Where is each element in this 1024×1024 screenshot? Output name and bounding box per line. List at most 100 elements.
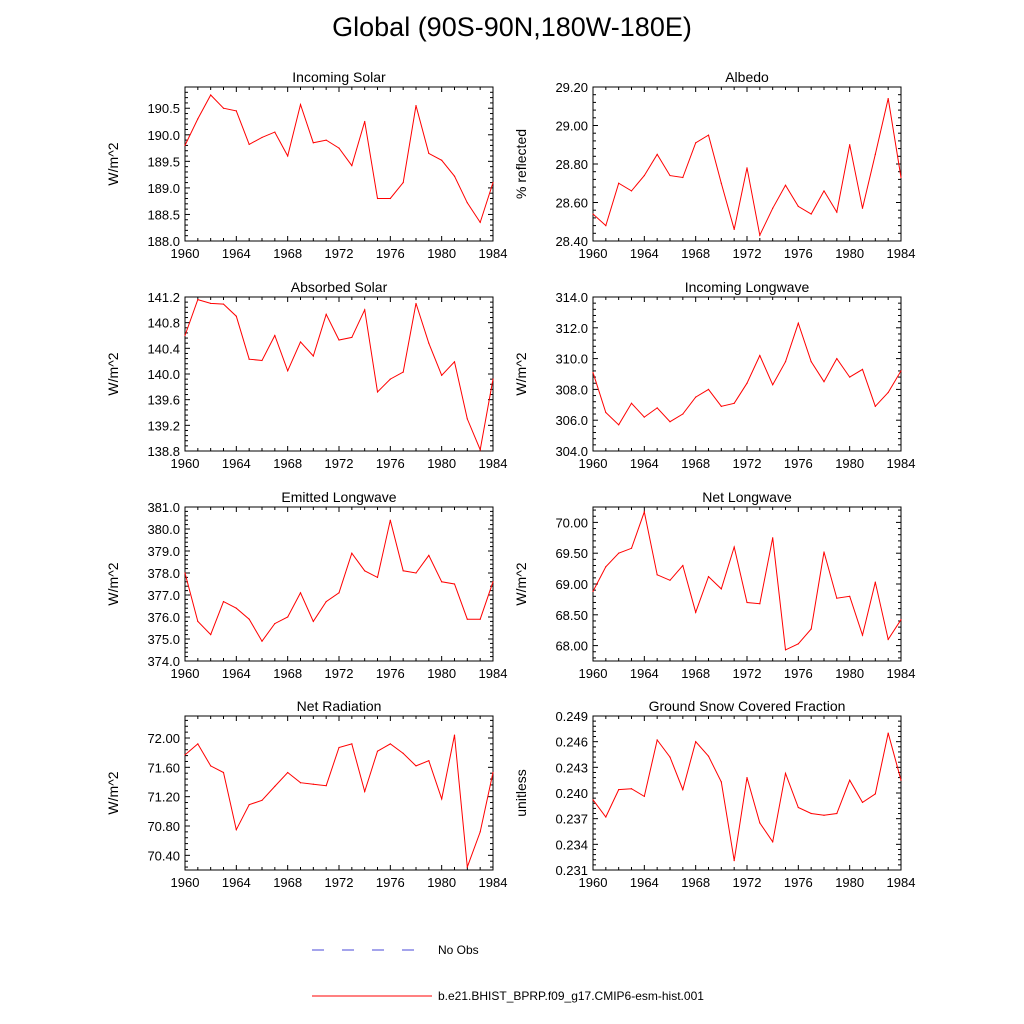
y-tick-label: 378.0 (147, 566, 180, 581)
data-point (197, 743, 199, 745)
series-line-1 (592, 98, 902, 237)
x-tick-label: 1980 (835, 875, 864, 890)
y-tick-label: 188.5 (147, 207, 180, 222)
y-tick-label: 140.0 (147, 367, 180, 382)
y-tick-label: 381.0 (147, 500, 180, 515)
y-tick-label: 189.0 (147, 181, 180, 196)
data-point (861, 368, 864, 370)
x-tick-label: 1968 (273, 246, 302, 261)
x-tick-label: 1964 (222, 246, 251, 261)
y-tick-label: 0.243 (555, 760, 588, 775)
x-tick-label: 1984 (479, 246, 508, 261)
data-point (351, 336, 353, 339)
y-tick-label: 71.60 (147, 760, 180, 775)
data-point (428, 152, 430, 154)
x-tick-label: 1976 (784, 666, 813, 681)
data-point (733, 228, 735, 231)
data-point (466, 618, 468, 620)
y-tick-label: 68.00 (555, 639, 588, 654)
data-point (695, 741, 697, 743)
data-point (849, 144, 851, 146)
x-tick-label: 1976 (376, 666, 405, 681)
x-tick-label: 1964 (630, 875, 659, 890)
x-tick-label: 1984 (479, 875, 508, 890)
data-point (402, 371, 404, 373)
data-point (338, 147, 340, 149)
data-point (274, 623, 276, 625)
data-point (900, 370, 902, 372)
data-point (287, 370, 289, 372)
plot-frame (592, 86, 902, 242)
data-point (759, 822, 761, 824)
x-tick-label: 1968 (681, 875, 710, 890)
data-point (376, 391, 379, 393)
y-tick-label: 377.0 (147, 588, 180, 603)
data-point (887, 638, 889, 641)
data-point (492, 581, 494, 583)
x-tick-label: 1964 (222, 456, 251, 471)
y-tick-label: 304.0 (555, 444, 588, 459)
plot-frame (184, 715, 494, 871)
data-point (797, 205, 799, 207)
data-point (479, 831, 481, 833)
data-point (900, 176, 902, 179)
y-tick-label: 138.8 (147, 444, 180, 459)
x-tick-label: 1960 (579, 875, 608, 890)
data-point (784, 361, 787, 363)
x-tick-label: 1960 (171, 875, 200, 890)
data-point (887, 97, 889, 100)
data-point (784, 184, 787, 186)
y-tick-label: 189.5 (147, 154, 180, 169)
panel-title: Net Longwave (702, 489, 792, 505)
data-point (466, 202, 468, 204)
data-point (656, 739, 658, 741)
y-tick-label: 310.0 (555, 352, 588, 367)
data-point (836, 812, 838, 815)
data-point (656, 153, 658, 155)
data-point (630, 788, 633, 790)
data-point (466, 418, 468, 420)
data-point (299, 341, 302, 343)
y-tick-label: 141.2 (147, 290, 180, 305)
x-tick-label: 1976 (376, 246, 405, 261)
data-point (733, 546, 735, 548)
data-point (669, 756, 671, 758)
y-tick-label: 69.00 (555, 577, 588, 592)
data-point (656, 407, 658, 409)
data-point (492, 378, 494, 380)
x-tick-label: 1984 (887, 666, 916, 681)
data-point (287, 616, 289, 618)
y-tick-label: 70.80 (147, 819, 180, 834)
data-point (351, 743, 353, 745)
y-tick-label: 29.20 (555, 80, 588, 95)
x-tick-label: 1980 (427, 246, 456, 261)
data-point (682, 788, 684, 791)
y-tick-label: 380.0 (147, 522, 180, 537)
data-point (441, 159, 443, 161)
x-tick-label: 1972 (733, 456, 762, 471)
data-point (261, 359, 263, 362)
data-point (453, 583, 456, 585)
data-point (197, 298, 199, 301)
data-point (707, 134, 710, 136)
x-tick-label: 1972 (733, 875, 762, 890)
data-point (364, 790, 366, 793)
data-point (235, 110, 237, 112)
data-point (210, 302, 212, 305)
x-tick-label: 1964 (630, 456, 659, 471)
y-tick-label: 0.231 (555, 863, 588, 878)
data-point (643, 511, 645, 513)
data-point (733, 402, 735, 404)
data-point (261, 640, 263, 642)
data-point (287, 155, 289, 157)
panel-8: Ground Snow Covered Fraction unitless 1960… (513, 698, 915, 890)
data-point (197, 118, 199, 120)
data-point (836, 358, 838, 360)
x-tick-label: 1960 (171, 456, 200, 471)
legend-label-obs: No Obs (438, 943, 479, 957)
data-point (797, 643, 799, 645)
data-point (415, 572, 417, 574)
panel-6: Net Longwave W/m^2 1960 1964 1968 1972 1976 198… (513, 489, 915, 681)
plot-frame (184, 296, 494, 452)
